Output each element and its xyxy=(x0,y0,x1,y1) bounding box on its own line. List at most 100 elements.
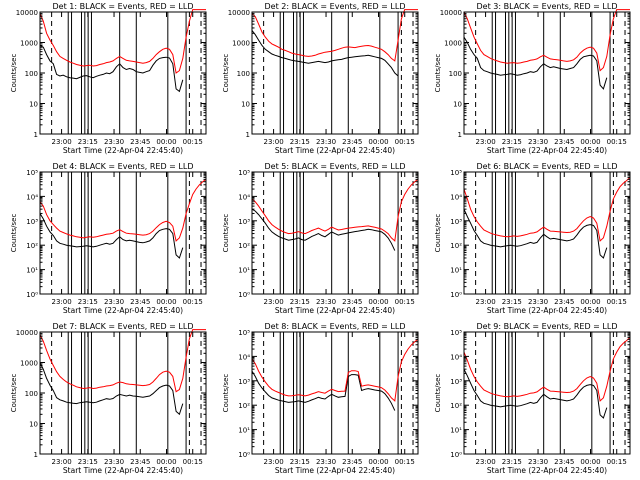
y-tick-label: 10⁴ xyxy=(238,353,250,361)
plot-frame xyxy=(39,171,207,295)
y-tick-label: 10 xyxy=(453,101,462,109)
x-axis-label: Start Time (22-Apr-04 22:45:40) xyxy=(487,466,607,475)
plot-frame xyxy=(39,331,207,455)
x-tick-label: 23:00 xyxy=(51,138,71,146)
plot-frame xyxy=(463,11,631,135)
x-tick-label: 00:15 xyxy=(395,298,415,306)
chart-title: Det 5: BLACK = Events, RED = LLD xyxy=(265,162,406,171)
x-tick-label: 00:15 xyxy=(183,138,203,146)
y-tick-label: 10⁵ xyxy=(238,329,250,337)
y-tick-label: 1 xyxy=(246,131,250,139)
y-tick-label: 10³ xyxy=(238,218,250,226)
x-tick-label: 00:00 xyxy=(368,298,388,306)
plot-frame xyxy=(463,171,631,295)
x-tick-label: 23:00 xyxy=(263,298,283,306)
y-tick-label: 10⁵ xyxy=(26,169,38,177)
series-line-events xyxy=(251,370,396,411)
x-tick-label: 23:30 xyxy=(528,458,548,466)
series-line-lld xyxy=(251,178,419,242)
series-line-events xyxy=(39,213,184,259)
y-tick-label: 100 xyxy=(237,70,250,78)
y-tick-label: 1000 xyxy=(444,40,462,48)
x-tick-label: 23:30 xyxy=(528,298,548,306)
x-tick-label: 00:15 xyxy=(395,458,415,466)
x-tick-label: 23:00 xyxy=(51,298,71,306)
y-tick-label: 10¹ xyxy=(26,267,38,275)
y-tick-label: 10⁰ xyxy=(238,451,250,459)
y-tick-label: 1 xyxy=(34,451,38,459)
chart-panel-8: 10⁰ 10¹ 10² 10³ 10⁴ 10⁵ 23:00 23:15 23:30 23:45 00… xyxy=(222,322,419,475)
series-line-lld xyxy=(463,337,631,402)
series-line-lld xyxy=(463,9,630,72)
chart-panel-5: 10⁰ 10¹ 10² 10³ 10⁴ 10⁵ 23:00 23:15 23:30 23:45 00… xyxy=(222,162,419,315)
plot-frame xyxy=(463,331,631,455)
y-axis-label: Counts/sec xyxy=(434,54,442,93)
y-tick-label: 10³ xyxy=(450,218,462,226)
chart-title: Det 3: BLACK = Events, RED = LLD xyxy=(477,2,618,11)
x-axis-label: Start Time (22-Apr-04 22:45:40) xyxy=(275,306,395,315)
series-line-lld xyxy=(251,9,418,62)
x-tick-label: 00:00 xyxy=(368,138,388,146)
chart-panel-9: 10⁰ 10¹ 10² 10³ 10⁴ 10⁵ 23:00 23:15 23:30 23:45 00… xyxy=(434,322,631,475)
y-tick-label: 1 xyxy=(458,131,462,139)
x-tick-label: 23:45 xyxy=(130,458,150,466)
y-tick-label: 1 xyxy=(34,131,38,139)
plot-frame xyxy=(251,171,419,295)
chart-title: Det 8: BLACK = Events, RED = LLD xyxy=(265,322,406,331)
chart-title: Det 9: BLACK = Events, RED = LLD xyxy=(477,322,618,331)
x-tick-label: 23:30 xyxy=(528,138,548,146)
x-tick-label: 00:00 xyxy=(580,458,600,466)
y-tick-label: 100 xyxy=(25,70,38,78)
x-axis-label: Start Time (22-Apr-04 22:45:40) xyxy=(63,146,183,155)
x-tick-label: 00:15 xyxy=(607,458,627,466)
x-tick-label: 00:15 xyxy=(607,298,627,306)
plot-frame xyxy=(39,11,207,135)
x-tick-label: 23:15 xyxy=(290,138,310,146)
y-tick-label: 100 xyxy=(25,390,38,398)
y-tick-label: 10² xyxy=(238,242,250,250)
y-tick-label: 10000 xyxy=(16,9,38,17)
y-axis-label: Counts/sec xyxy=(222,54,230,93)
y-tick-label: 10¹ xyxy=(450,267,462,275)
x-tick-label: 00:15 xyxy=(183,298,203,306)
x-tick-label: 23:30 xyxy=(104,458,124,466)
series-line-events xyxy=(463,208,608,259)
x-tick-label: 23:45 xyxy=(342,458,362,466)
x-tick-label: 23:15 xyxy=(290,298,310,306)
y-tick-label: 1000 xyxy=(20,40,38,48)
y-tick-label: 10⁰ xyxy=(26,291,38,299)
y-tick-label: 10⁴ xyxy=(238,193,250,201)
x-tick-label: 23:30 xyxy=(316,298,336,306)
y-tick-label: 10 xyxy=(241,101,250,109)
x-tick-label: 23:45 xyxy=(554,458,574,466)
y-axis-label: Counts/sec xyxy=(434,374,442,413)
y-tick-label: 10¹ xyxy=(238,267,250,275)
chart-panel-1: 1 10 100 1000 10000 23:00 23:15 23:30 23:45 00:00… xyxy=(10,2,207,155)
x-tick-label: 23:00 xyxy=(475,458,495,466)
y-tick-label: 10² xyxy=(238,402,250,410)
x-tick-label: 00:00 xyxy=(580,298,600,306)
y-tick-label: 10² xyxy=(450,242,462,250)
plot-frame xyxy=(251,11,419,135)
x-tick-label: 23:30 xyxy=(104,138,124,146)
y-axis-label: Counts/sec xyxy=(10,54,18,93)
y-tick-label: 10⁴ xyxy=(450,353,462,361)
x-tick-label: 00:15 xyxy=(183,458,203,466)
y-axis-label: Counts/sec xyxy=(10,214,18,253)
x-tick-label: 00:15 xyxy=(607,138,627,146)
chart-panel-6: 10⁰ 10¹ 10² 10³ 10⁴ 10⁵ 23:00 23:15 23:30 23:45 00… xyxy=(434,162,631,315)
series-line-events xyxy=(39,45,184,93)
series-line-lld xyxy=(251,338,419,402)
x-tick-label: 00:00 xyxy=(368,458,388,466)
x-tick-label: 23:45 xyxy=(554,298,574,306)
y-tick-label: 10000 xyxy=(16,329,38,337)
x-tick-label: 00:15 xyxy=(395,138,415,146)
y-tick-label: 10⁰ xyxy=(450,291,462,299)
x-axis-label: Start Time (22-Apr-04 22:45:40) xyxy=(63,306,183,315)
x-tick-label: 00:00 xyxy=(156,138,176,146)
y-tick-label: 10 xyxy=(29,421,38,429)
x-tick-label: 23:15 xyxy=(78,458,98,466)
y-tick-label: 100 xyxy=(449,70,462,78)
y-tick-label: 10 xyxy=(29,101,38,109)
